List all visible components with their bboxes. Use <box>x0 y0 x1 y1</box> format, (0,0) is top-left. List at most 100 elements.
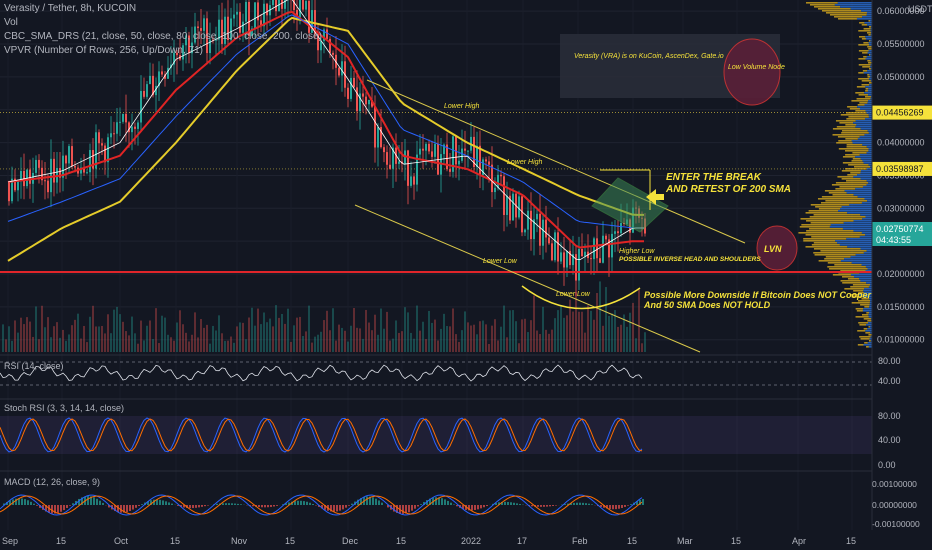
vpvr-bar-up <box>863 252 872 254</box>
vpvr-bar-up <box>853 230 872 232</box>
vpvr-bar-down <box>838 140 852 142</box>
vpvr-bar-down <box>836 126 856 128</box>
price-tick: 0.01000000 <box>877 335 925 345</box>
candle-body <box>197 26 199 29</box>
macd-histogram-bar <box>123 505 125 513</box>
volume-bar <box>368 322 370 352</box>
volume-bar <box>200 319 202 352</box>
volume-bar <box>143 340 145 352</box>
macd-histogram-bar <box>69 505 71 506</box>
rsi-line <box>0 364 643 382</box>
volume-bar <box>122 321 124 352</box>
vpvr-indicator-label[interactable]: VPVR (Number Of Rows, 256, Up/Down, 71) <box>4 45 203 56</box>
candle-body <box>176 52 178 56</box>
vpvr-bar-up <box>863 308 872 310</box>
vpvr-bar-down <box>869 82 872 84</box>
vpvr-bar-down <box>845 124 857 126</box>
volume-bar <box>80 338 82 352</box>
vpvr-bar-up <box>860 172 872 174</box>
candle-body <box>65 155 67 164</box>
macd-histogram-bar <box>429 498 431 505</box>
vpvr-bar-up <box>870 68 872 70</box>
candle-body <box>221 19 223 44</box>
volume-bar <box>563 317 565 352</box>
candle-body <box>137 122 139 129</box>
macd-histogram-bar <box>567 503 569 505</box>
macd-histogram-bar <box>372 497 374 505</box>
volume-bar <box>446 326 448 352</box>
candle-body <box>389 164 391 169</box>
volume-bar <box>191 334 193 352</box>
vpvr-bar-up <box>870 340 872 342</box>
vpvr-bar-up <box>850 256 872 258</box>
macd-histogram-bar <box>612 505 614 510</box>
candle-body <box>11 178 13 202</box>
macd-tick: 0.00100000 <box>872 479 917 489</box>
candle-body <box>242 21 244 33</box>
vpvr-bar-up <box>869 304 872 306</box>
vpvr-bar-down <box>834 264 862 266</box>
macd-histogram-bar <box>114 505 116 512</box>
candle-body <box>410 176 412 186</box>
volume-bar <box>413 338 415 352</box>
candle-body <box>8 182 10 202</box>
volume-bar <box>113 309 115 352</box>
vpvr-bar-down <box>840 280 861 282</box>
vpvr-bar-up <box>868 148 872 150</box>
vpvr-bar-up <box>859 108 872 110</box>
vpvr-bar-up <box>869 326 872 328</box>
vpvr-bar-down <box>827 266 866 268</box>
macd-histogram-bar <box>303 501 305 505</box>
volume-bar <box>299 316 301 352</box>
vpvr-bar-up <box>865 270 872 272</box>
stoch-k-line <box>0 417 643 453</box>
vpvr-bar-up <box>865 330 872 332</box>
vpvr-bar-down <box>858 58 866 60</box>
vpvr-bar-down <box>841 178 861 180</box>
vpvr-bar-down <box>855 92 865 94</box>
stoch-tick: 0.00 <box>878 460 896 470</box>
vpvr-bar-down <box>839 122 854 124</box>
vpvr-bar-down <box>829 268 868 270</box>
volume-bars <box>2 281 646 352</box>
vpvr-bar-up <box>869 78 872 80</box>
volume-bar <box>23 324 25 352</box>
macd-histogram-bar <box>258 505 260 508</box>
candle-body <box>542 219 544 246</box>
volume-bar <box>152 338 154 352</box>
macd-histogram-bar <box>42 505 44 510</box>
macd-histogram-bar <box>450 502 452 505</box>
vpvr-bar-up <box>864 198 872 200</box>
macd-signal-line <box>0 495 643 515</box>
volume-bar <box>197 337 199 352</box>
vpvr-bar-down <box>799 226 830 228</box>
candle-body <box>92 150 94 169</box>
vpvr-bar-up <box>861 264 872 266</box>
candle-body <box>206 18 208 54</box>
vpvr-bar-down <box>818 8 851 10</box>
macd-label: MACD (12, 26, close, 9) <box>4 477 100 487</box>
vpvr-bar-up <box>870 60 872 62</box>
volume-bar <box>491 325 493 352</box>
vpvr-bar-down <box>846 180 867 182</box>
vpvr-bar-up <box>868 150 872 152</box>
candle-body <box>494 187 496 193</box>
macd-tick: 0.00000000 <box>872 500 917 510</box>
vpvr-bar-down <box>813 242 838 244</box>
sma-21-line <box>7 0 644 261</box>
vpvr-bar-down <box>818 260 841 262</box>
volume-bar <box>275 305 277 352</box>
vpvr-bar-up <box>868 100 872 102</box>
volume-bar <box>119 314 121 352</box>
candle-body <box>50 158 52 193</box>
vpvr-bar-up <box>866 152 872 154</box>
candle-body <box>434 143 436 157</box>
macd-histogram-bar <box>483 505 485 508</box>
sma-indicator-label[interactable]: CBC_SMA_DRS (21, close, 50, close, 80, c… <box>4 31 322 42</box>
low-volume-node-ellipse <box>723 38 781 106</box>
vpvr-bar-down <box>865 88 869 90</box>
macd-histogram-bar <box>546 505 548 507</box>
vpvr-bar-down <box>846 112 867 114</box>
volume-bar <box>512 310 514 352</box>
